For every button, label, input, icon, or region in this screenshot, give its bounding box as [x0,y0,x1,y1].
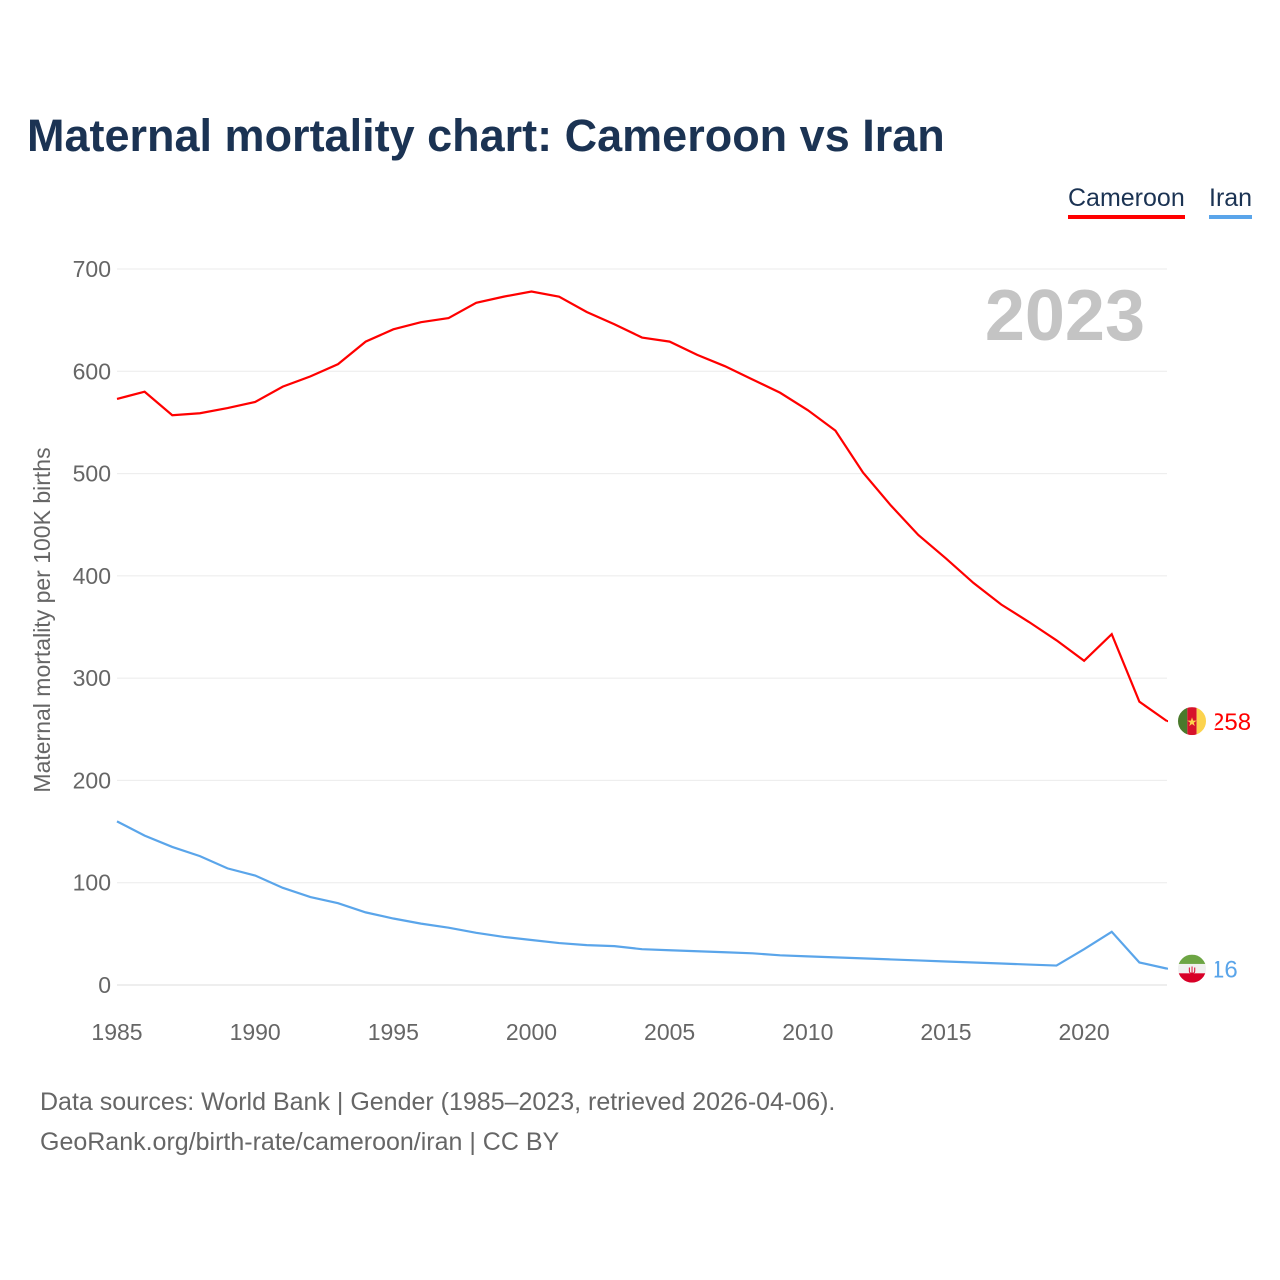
x-tick-label: 1995 [368,1019,419,1045]
flag-cameroon-icon [1178,707,1188,736]
y-tick-label: 0 [98,972,111,998]
legend-iran[interactable]: Iran [1209,184,1253,219]
y-tick-label: 700 [73,256,111,282]
end-value-label: 258 [1211,709,1251,736]
y-tick-label: 400 [73,563,111,589]
year-watermark: 2023 [985,276,1145,356]
footer-sources: Data sources: World Bank | Gender (1985–… [40,1088,836,1116]
series-line-cameroon [116,290,1168,723]
flag-cameroon-icon [1187,707,1197,736]
flag-cameroon-icon [1196,707,1206,736]
footer-credit: GeoRank.org/birth-rate/cameroon/iran | C… [40,1128,560,1156]
flag-emblem-icon: ψ [1188,965,1196,977]
x-tick-label: 2000 [506,1019,557,1045]
x-tick-label: 2020 [1059,1019,1110,1045]
x-tick-label: 2005 [644,1019,695,1045]
flag-iran-icon [1178,954,1206,964]
y-tick-label: 300 [73,665,111,691]
y-axis-label: Maternal mortality per 100K births [29,447,55,792]
x-tick-label: 2010 [782,1019,833,1045]
y-tick-label: 100 [73,870,111,896]
y-tick-label: 500 [73,461,111,487]
chart-title: Maternal mortality chart: Cameroon vs Ir… [27,110,945,161]
flag-mask [1168,944,1216,993]
flag-iran-icon [1178,973,1206,983]
y-tick-label: 600 [73,358,111,384]
flag-star-icon: ★ [1187,715,1198,729]
flag-iran-icon [1178,963,1206,974]
flag-mask [1168,697,1216,746]
x-tick-label: 1990 [230,1019,281,1045]
y-tick-label: 200 [73,767,111,793]
x-tick-label: 2015 [920,1019,971,1045]
legend-cameroon[interactable]: Cameroon [1068,184,1185,219]
series-line-iran [116,820,1168,970]
x-tick-label: 1985 [91,1019,142,1045]
